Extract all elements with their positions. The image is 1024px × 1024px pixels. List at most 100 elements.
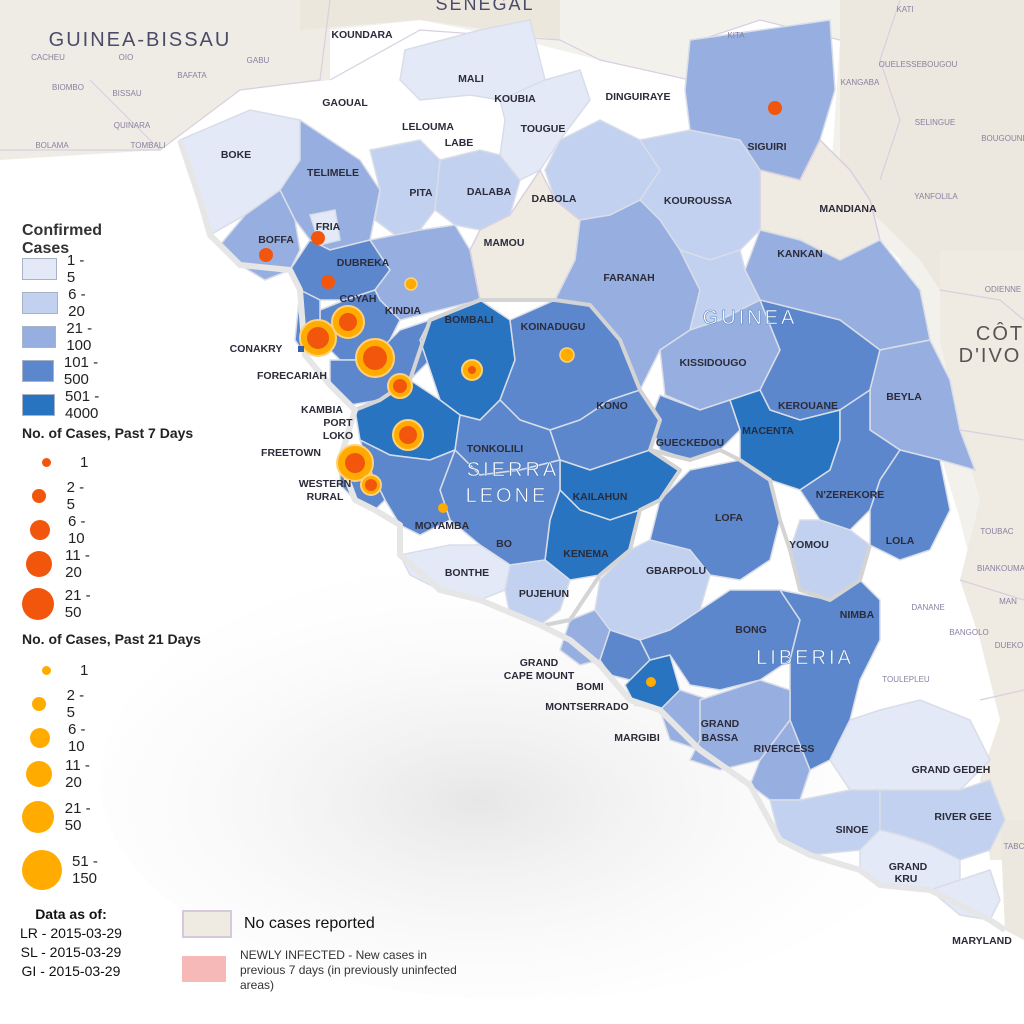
town-label: BIANKOUMA xyxy=(977,564,1024,573)
town-label: OUELESSEBOUGOU xyxy=(879,60,958,69)
guinea-prefectures xyxy=(179,19,977,601)
district-labels: KOUNDARA MALI KOUBIA TOUGUE DINGUIRAYE SIGUIR… xyxy=(221,29,1012,947)
bubble-conakry-7 xyxy=(307,327,329,349)
district-label: GRAND xyxy=(701,718,740,730)
district-label: GUECKEDOU xyxy=(656,437,724,449)
district-label: MOYAMBA xyxy=(415,520,470,532)
legend-bubble-wrap xyxy=(22,551,55,577)
legend-bubble-wrap xyxy=(22,450,70,474)
district-label: KISSIDOUGO xyxy=(679,357,746,369)
country-labels: GUINEA SIERRA LEONE LIBERIA GUINEA-BISSA… xyxy=(49,0,1024,669)
label-cote-1: CÔT xyxy=(976,322,1024,345)
legend-no-cases: No cases reported xyxy=(182,910,375,938)
legend-label: 2 - 5 xyxy=(66,479,85,513)
district-label: FREETOWN xyxy=(261,447,321,459)
town-label: YANFOLILA xyxy=(914,192,958,201)
legend-swatch xyxy=(22,360,54,382)
legend-label: 101 - 500 xyxy=(63,354,99,388)
bubble-fria-7 xyxy=(311,231,325,245)
district-label: LOFA xyxy=(715,512,743,524)
district-label: LABE xyxy=(445,137,474,149)
town-label: ODIENNE xyxy=(985,285,1021,294)
country-borders xyxy=(354,298,872,627)
district-label: GRAND xyxy=(520,657,559,669)
bubble-koinadugu-21 xyxy=(559,347,575,363)
legend-bubble-wrap xyxy=(22,692,57,716)
conakry-marker xyxy=(298,346,304,352)
district-label: KANKAN xyxy=(777,248,823,260)
bubble-westernrural-7 xyxy=(365,479,377,491)
legend-bubble-row: 21 - 50 xyxy=(22,587,97,621)
legend-bubble-wrap xyxy=(22,726,58,750)
bubble-coyah-7 xyxy=(339,313,357,331)
legend-label: 21 - 100 xyxy=(66,320,93,354)
district-label: COYAH xyxy=(340,293,377,305)
label-senegal: SENEGAL xyxy=(435,0,534,14)
bubble-siguiri-7 xyxy=(768,101,782,115)
legend-bubble-wrap xyxy=(22,761,55,787)
district-label: FRIA xyxy=(316,221,341,233)
legend-bubble xyxy=(32,697,47,711)
district-label: BEYLA xyxy=(886,391,922,403)
town-label: BIOMBO xyxy=(52,83,84,92)
bubble-kambia-7 xyxy=(393,379,407,393)
legend-label: 1 xyxy=(80,661,89,679)
legend-confirmed-row: 1 - 5 xyxy=(22,252,88,286)
district-label: KAILAHUN xyxy=(573,491,628,503)
district-label: BO xyxy=(496,538,512,550)
district-label: MACENTA xyxy=(742,425,794,437)
bubble-dubreka-7 xyxy=(321,275,335,289)
district-label: MANDIANA xyxy=(819,203,877,215)
legend-bubble xyxy=(41,665,51,675)
town-label: KITA xyxy=(727,31,745,40)
town-label: DUEKO xyxy=(995,641,1023,650)
label-guinea-bissau: GUINEA-BISSAU xyxy=(49,29,232,51)
legend-label: 6 - 20 xyxy=(68,286,86,320)
district-label: FORECARIAH xyxy=(257,370,327,382)
district-label: RIVERCESS xyxy=(754,743,815,755)
legend-past21-title: No. of Cases, Past 21 Days xyxy=(22,631,201,647)
district-label: YOMOU xyxy=(789,539,829,551)
data-as-of: Data as of: LR - 2015-03-29 SL - 2015-03… xyxy=(20,905,122,981)
legend-bubble-row: 6 - 10 xyxy=(22,513,97,547)
legend-bubble xyxy=(25,761,52,787)
data-as-of-sl: SL - 2015-03-29 xyxy=(20,944,122,960)
legend-confirmed-title: Confirmed Cases xyxy=(22,222,102,257)
legend-label: 11 - 20 xyxy=(65,757,90,791)
district-label: TONKOLILI xyxy=(467,443,523,455)
legend-bubble-row: 21 - 50 xyxy=(22,800,97,834)
bubble-moyamba-21 xyxy=(438,503,448,513)
district-label: KAMBIA xyxy=(301,404,343,416)
district-label: N'ZEREKORE xyxy=(816,489,884,501)
legend-bubble xyxy=(22,588,55,620)
legend-bubble-wrap xyxy=(22,850,62,890)
district-label: KENEMA xyxy=(563,548,609,560)
district-label: CONAKRY xyxy=(230,343,283,355)
label-liberia: LIBERIA xyxy=(756,647,854,669)
legend-bubble-wrap xyxy=(22,801,55,833)
district-label: MARGIBI xyxy=(614,732,660,744)
legend-swatch xyxy=(22,258,57,280)
district-label: CAPE MOUNT xyxy=(504,670,575,682)
legend-swatch xyxy=(22,326,57,348)
district-label: KINDIA xyxy=(385,305,422,317)
town-label: TABC xyxy=(1004,842,1024,851)
district-label: BOFFA xyxy=(258,234,294,246)
legend-label: 11 - 20 xyxy=(65,547,90,581)
district-label: RURAL xyxy=(307,491,344,503)
legend-bubble xyxy=(25,551,52,577)
district-label: TOUGUE xyxy=(521,123,566,135)
district-label: LOKO xyxy=(323,430,353,442)
newly-infected-label: NEWLY INFECTED - New cases in previous 7… xyxy=(240,948,457,992)
case-bubbles xyxy=(259,101,782,687)
district-label: BONG xyxy=(735,624,767,636)
legend-label: 21 - 50 xyxy=(64,587,91,621)
legend-bubble-wrap xyxy=(22,484,57,508)
district-label: GRAND xyxy=(889,861,928,873)
district-label: PITA xyxy=(409,187,433,199)
district-label: RIVER GEE xyxy=(934,811,991,823)
legend-confirmed-row: 6 - 20 xyxy=(22,286,97,320)
district-label: KOINADUGU xyxy=(521,321,586,333)
district-label: MALI xyxy=(458,73,484,85)
